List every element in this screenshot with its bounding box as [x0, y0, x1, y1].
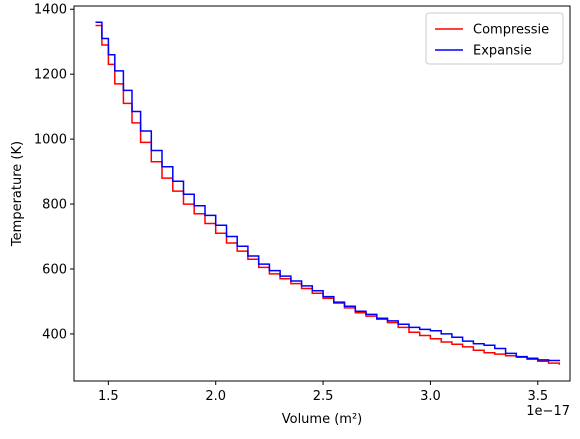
- series-line-expansie: [95, 21, 561, 362]
- y-tick-label: 400: [42, 327, 67, 342]
- legend-label: Compressie: [473, 23, 549, 38]
- plot-frame: [73, 5, 571, 382]
- y-axis-label: Temperature (K): [10, 141, 25, 247]
- y-tick-label: 1000: [34, 133, 67, 148]
- y-tick-label: 1200: [34, 68, 67, 83]
- x-axis-label: Volume (m²): [282, 412, 363, 427]
- x-tick-label: 3.0: [420, 389, 441, 404]
- x-tick-label: 1.5: [98, 389, 119, 404]
- y-axis: 400 600 800 1000 1200 1400: [34, 3, 74, 342]
- y-tick-label: 600: [42, 262, 67, 277]
- y-tick-label: 1400: [34, 3, 67, 18]
- x-tick-label: 3.5: [527, 389, 548, 404]
- legend-box: [425, 12, 564, 65]
- series-layer: [95, 21, 561, 365]
- x-tick-label: 2.5: [313, 389, 334, 404]
- x-tick-label: 2.0: [205, 389, 226, 404]
- x-axis-offset-text: 1e−17: [526, 404, 570, 419]
- legend: Compressie Expansie: [425, 12, 564, 65]
- y-tick-label: 800: [42, 198, 67, 213]
- x-axis: 1.5 2.0 2.5 3.0 3.5: [98, 381, 548, 404]
- legend-label: Expansie: [473, 44, 532, 59]
